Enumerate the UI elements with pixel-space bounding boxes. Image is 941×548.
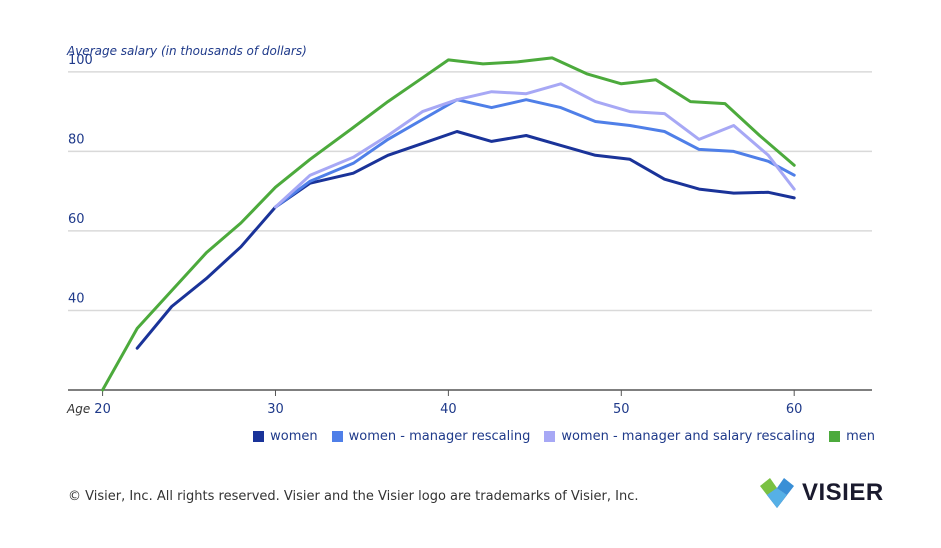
legend-item: men [829,429,875,444]
legend-label: men [846,429,875,444]
series-line-women-manager-rescaling [274,98,796,209]
grid-lines [68,71,872,312]
series-line-men [101,56,796,392]
x-tick-label: 40 [440,402,457,417]
series-line-women-manager-and-salary-rescaling [274,82,796,209]
y-tick-label: 60 [68,212,85,227]
legend-label: women - manager rescaling [348,429,531,444]
legend-swatch [544,431,556,442]
series-line-women [135,130,796,350]
copyright-footer: © Visier, Inc. All rights reserved. Visi… [68,489,639,504]
y-tick-label: 40 [68,291,85,306]
axes: 40 60 80 100 20 30 40 50 60 [68,53,872,417]
legend-label: women [270,429,318,444]
legend-item: women - manager rescaling [331,429,531,444]
visier-logo-icon [760,478,794,508]
chart-legend: women women - manager rescaling women - ma… [253,429,875,444]
legend-label: women - manager and salary rescaling [561,429,816,444]
y-tick-label: 100 [68,53,93,68]
y-axis-title: Average salary (in thousands of dollars) [66,44,307,58]
x-tick-label: 20 [94,402,111,417]
legend-item: women - manager and salary rescaling [544,429,815,444]
x-tick-label: 50 [613,402,630,417]
visier-logo-text: VISIER [802,479,884,506]
legend-item: women [253,429,318,444]
legend-swatch [331,431,343,442]
legend-swatch [253,431,265,442]
x-tick-label: 60 [786,402,803,417]
y-tick-label: 80 [68,132,85,147]
x-tick-label: 30 [267,402,284,417]
legend-swatch [829,431,841,442]
x-axis-title: Age [66,402,90,416]
visier-logo: VISIER [760,478,884,508]
series-lines [101,56,796,392]
